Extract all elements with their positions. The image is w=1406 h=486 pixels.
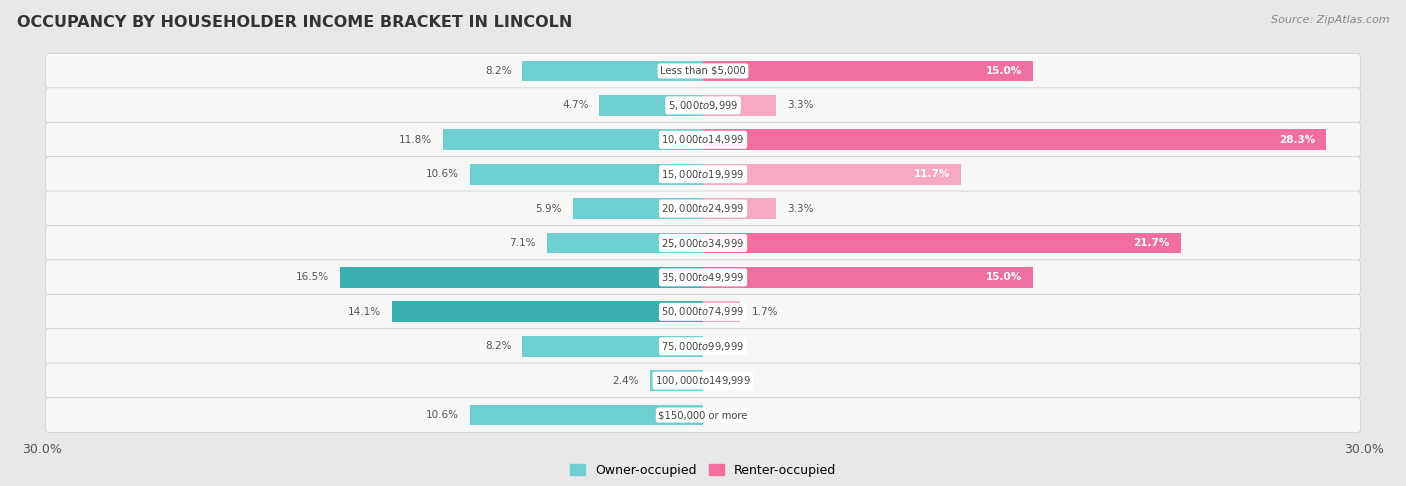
- Text: 15.0%: 15.0%: [986, 66, 1022, 76]
- Bar: [470, 164, 703, 185]
- Text: 2.4%: 2.4%: [613, 376, 640, 385]
- Text: $15,000 to $19,999: $15,000 to $19,999: [661, 168, 745, 181]
- Text: 3.3%: 3.3%: [787, 101, 813, 110]
- Bar: [443, 129, 703, 150]
- FancyBboxPatch shape: [45, 363, 1361, 398]
- Text: 28.3%: 28.3%: [1279, 135, 1316, 145]
- Bar: [703, 233, 1181, 253]
- Bar: [392, 301, 703, 322]
- Text: $50,000 to $74,999: $50,000 to $74,999: [661, 305, 745, 318]
- Bar: [547, 233, 703, 253]
- Text: $25,000 to $34,999: $25,000 to $34,999: [661, 237, 745, 249]
- Bar: [703, 301, 741, 322]
- FancyBboxPatch shape: [45, 156, 1361, 192]
- Text: 0.0%: 0.0%: [714, 376, 741, 385]
- FancyBboxPatch shape: [45, 88, 1361, 123]
- Text: $75,000 to $99,999: $75,000 to $99,999: [661, 340, 745, 353]
- Bar: [703, 164, 960, 185]
- Bar: [470, 405, 703, 425]
- Text: 0.0%: 0.0%: [714, 410, 741, 420]
- FancyBboxPatch shape: [45, 53, 1361, 88]
- FancyBboxPatch shape: [45, 191, 1361, 226]
- Text: 8.2%: 8.2%: [485, 66, 512, 76]
- Text: 8.2%: 8.2%: [485, 341, 512, 351]
- Bar: [574, 198, 703, 219]
- FancyBboxPatch shape: [45, 294, 1361, 330]
- Text: 11.8%: 11.8%: [399, 135, 432, 145]
- Bar: [523, 336, 703, 357]
- Text: 5.9%: 5.9%: [536, 204, 562, 213]
- Text: $100,000 to $149,999: $100,000 to $149,999: [655, 374, 751, 387]
- Text: 21.7%: 21.7%: [1133, 238, 1170, 248]
- FancyBboxPatch shape: [45, 122, 1361, 157]
- Text: Source: ZipAtlas.com: Source: ZipAtlas.com: [1271, 15, 1389, 25]
- FancyBboxPatch shape: [45, 398, 1361, 433]
- Bar: [650, 370, 703, 391]
- Text: Less than $5,000: Less than $5,000: [661, 66, 745, 76]
- Text: $35,000 to $49,999: $35,000 to $49,999: [661, 271, 745, 284]
- Text: 1.7%: 1.7%: [751, 307, 778, 317]
- Text: 0.0%: 0.0%: [714, 341, 741, 351]
- Bar: [339, 267, 703, 288]
- Bar: [703, 95, 776, 116]
- Text: 16.5%: 16.5%: [295, 273, 329, 282]
- Text: $150,000 or more: $150,000 or more: [658, 410, 748, 420]
- Bar: [703, 198, 776, 219]
- Text: 7.1%: 7.1%: [509, 238, 536, 248]
- Text: 15.0%: 15.0%: [986, 273, 1022, 282]
- Text: $10,000 to $14,999: $10,000 to $14,999: [661, 133, 745, 146]
- Bar: [523, 61, 703, 81]
- Text: 10.6%: 10.6%: [426, 169, 458, 179]
- Legend: Owner-occupied, Renter-occupied: Owner-occupied, Renter-occupied: [565, 459, 841, 482]
- Text: 14.1%: 14.1%: [349, 307, 381, 317]
- Text: 4.7%: 4.7%: [562, 101, 589, 110]
- Text: 10.6%: 10.6%: [426, 410, 458, 420]
- Bar: [703, 129, 1326, 150]
- FancyBboxPatch shape: [45, 329, 1361, 364]
- Text: OCCUPANCY BY HOUSEHOLDER INCOME BRACKET IN LINCOLN: OCCUPANCY BY HOUSEHOLDER INCOME BRACKET …: [17, 15, 572, 30]
- Bar: [599, 95, 703, 116]
- Text: 11.7%: 11.7%: [914, 169, 949, 179]
- FancyBboxPatch shape: [45, 226, 1361, 260]
- Text: 3.3%: 3.3%: [787, 204, 813, 213]
- Bar: [703, 267, 1033, 288]
- Text: $20,000 to $24,999: $20,000 to $24,999: [661, 202, 745, 215]
- Bar: [703, 61, 1033, 81]
- FancyBboxPatch shape: [45, 260, 1361, 295]
- Text: $5,000 to $9,999: $5,000 to $9,999: [668, 99, 738, 112]
